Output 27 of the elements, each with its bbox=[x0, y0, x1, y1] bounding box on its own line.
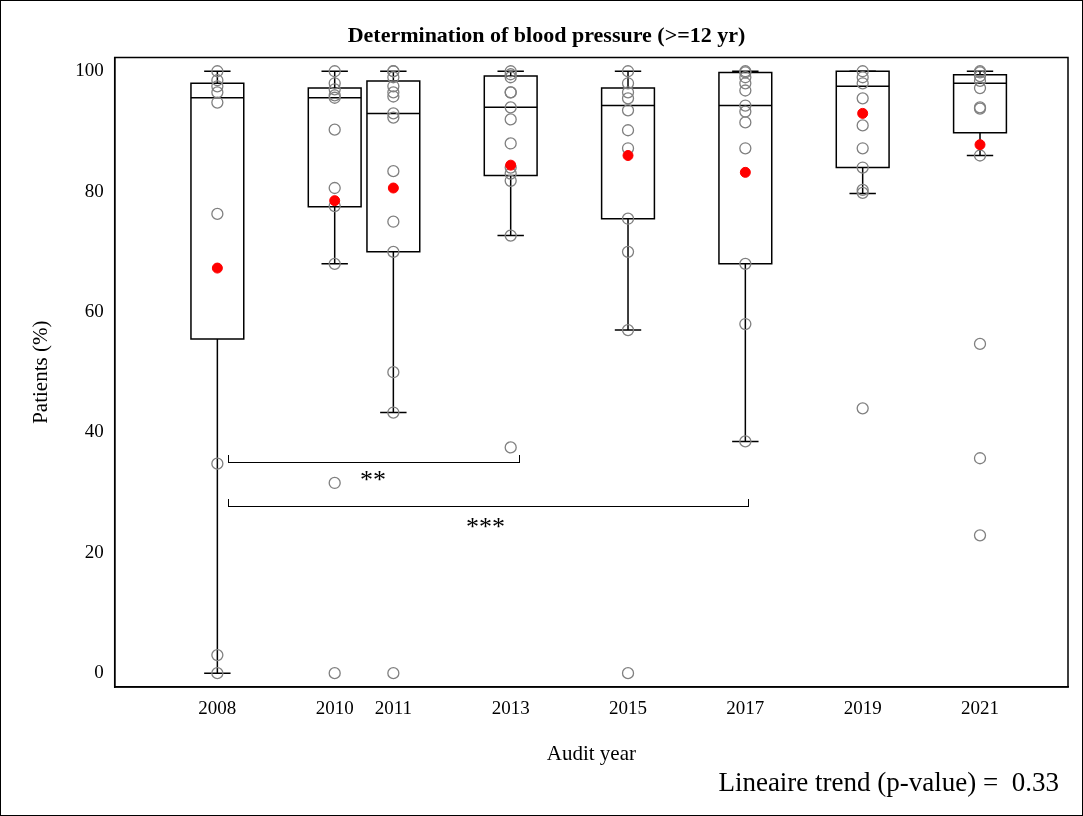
x-tick-label: 2017 bbox=[726, 697, 765, 719]
x-tick-label: 2019 bbox=[843, 697, 882, 719]
point bbox=[739, 166, 751, 178]
y-tick-label: 40 bbox=[84, 420, 104, 442]
y-tick-label: 60 bbox=[84, 299, 104, 321]
y-tick-label: 0 bbox=[94, 661, 104, 683]
point bbox=[211, 262, 223, 274]
x-tick-label: 2011 bbox=[374, 697, 413, 719]
y-tick-label: 20 bbox=[84, 540, 104, 562]
point bbox=[387, 182, 399, 194]
point bbox=[974, 139, 986, 151]
text: Lineaire trend (p-value) = 0.33 bbox=[718, 767, 1059, 798]
x-tick-label: 2021 bbox=[961, 697, 999, 719]
x-axis-title: Audit year bbox=[546, 740, 636, 765]
x-tick-label: 2013 bbox=[491, 697, 530, 719]
y-tick-label: 80 bbox=[84, 179, 104, 201]
chart-title: Determination of blood pressure (>=12 yr) bbox=[347, 21, 746, 47]
x-tick-label: 2008 bbox=[198, 697, 237, 719]
x-tick-label: 2015 bbox=[609, 697, 648, 719]
annotation: ** bbox=[360, 465, 386, 495]
point bbox=[857, 107, 869, 119]
point bbox=[329, 195, 341, 207]
y-axis-title: Patients (%) bbox=[28, 320, 53, 424]
annotation: *** bbox=[466, 512, 505, 542]
y-tick-label: 100 bbox=[75, 59, 104, 81]
point bbox=[622, 150, 634, 162]
x-tick-label: 2010 bbox=[315, 697, 354, 719]
